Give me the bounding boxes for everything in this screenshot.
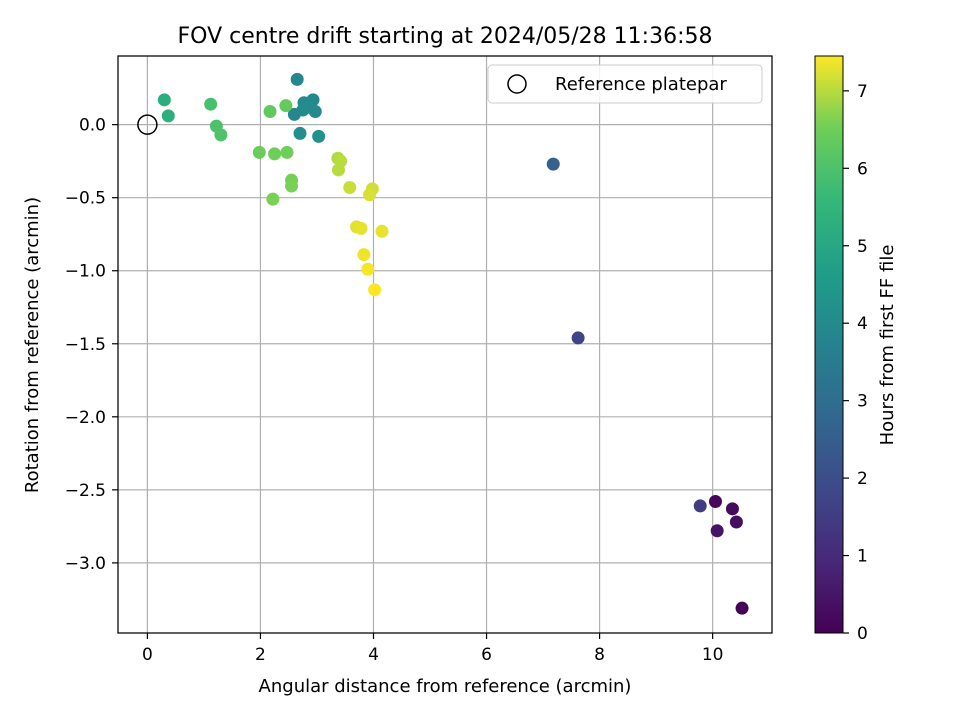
data-point (375, 224, 389, 238)
data-point (287, 107, 301, 121)
grid-lines (118, 56, 772, 633)
data-point (290, 72, 304, 86)
x-tick-label: 4 (368, 645, 379, 665)
data-point (161, 109, 175, 123)
data-point (729, 515, 743, 529)
x-tick-label: 0 (142, 645, 153, 665)
data-point (343, 180, 357, 194)
data-point (252, 145, 266, 159)
data-point (268, 147, 282, 161)
y-axis-label: Rotation from reference (arcmin) (22, 197, 43, 493)
data-point (357, 248, 371, 262)
legend-label: Reference platepar (555, 74, 727, 95)
data-point (214, 128, 228, 142)
data-point (361, 262, 375, 276)
x-axis-label: Angular distance from reference (arcmin) (259, 676, 632, 697)
colorbar-tick-label: 6 (857, 159, 868, 179)
colorbar-tick-label: 5 (857, 237, 868, 257)
data-point (308, 105, 322, 119)
plot-area-frame (117, 55, 773, 634)
reference-platepar-marker (137, 114, 158, 135)
x-tick-label: 2 (255, 645, 266, 665)
data-point (204, 97, 218, 111)
legend-marker-reference (507, 74, 527, 94)
data-point (735, 601, 749, 615)
data-point (363, 188, 377, 202)
colorbar-tick-label: 7 (857, 82, 868, 102)
y-tick-label: −3.0 (65, 554, 106, 574)
data-point (710, 524, 724, 538)
y-axis-ticks: 0.0 −0.5 −1.0 −1.5 −2.0 −2.5 −3.0 (65, 116, 118, 574)
data-point (263, 105, 277, 119)
data-points (137, 72, 749, 615)
y-tick-label: −2.0 (65, 408, 106, 428)
y-tick-label: −0.5 (65, 189, 106, 209)
y-tick-label: 0.0 (79, 116, 106, 136)
x-tick-label: 10 (702, 645, 724, 665)
data-point (725, 502, 739, 516)
data-point (693, 499, 707, 513)
colorbar-gradient (814, 55, 844, 634)
colorbar-tick-label: 4 (857, 314, 868, 334)
data-point (331, 163, 345, 177)
data-point (157, 93, 171, 107)
colorbar-tick-label: 2 (857, 469, 868, 489)
legend-box (487, 64, 763, 104)
data-point (571, 331, 585, 345)
data-point (312, 129, 326, 143)
colorbar-tick-label: 3 (857, 392, 868, 412)
colorbar-ticks: 0 1 2 3 4 5 6 7 (843, 82, 868, 644)
data-point (708, 495, 722, 509)
data-point (266, 192, 280, 206)
data-point (354, 221, 368, 235)
colorbar-tick-label: 1 (857, 547, 868, 567)
data-point (279, 99, 293, 113)
colorbar: 0 1 2 3 4 5 6 7 Hours from first FF file (814, 55, 898, 644)
colorbar-tick-label: 0 (857, 624, 868, 644)
y-tick-label: −2.5 (65, 481, 106, 501)
data-point (280, 145, 294, 159)
x-axis-ticks: 0 2 4 6 8 10 (142, 633, 723, 665)
data-point (285, 179, 299, 193)
colorbar-label: Hours from first FF file (877, 245, 898, 446)
x-tick-label: 6 (481, 645, 492, 665)
data-point (546, 157, 560, 171)
x-tick-label: 8 (594, 645, 605, 665)
data-point (293, 126, 307, 140)
chart-title: FOV centre drift starting at 2024/05/28 … (178, 24, 713, 49)
y-tick-label: −1.0 (65, 262, 106, 282)
y-tick-label: −1.5 (65, 335, 106, 355)
legend: Reference platepar (487, 64, 763, 104)
data-point (368, 283, 382, 297)
